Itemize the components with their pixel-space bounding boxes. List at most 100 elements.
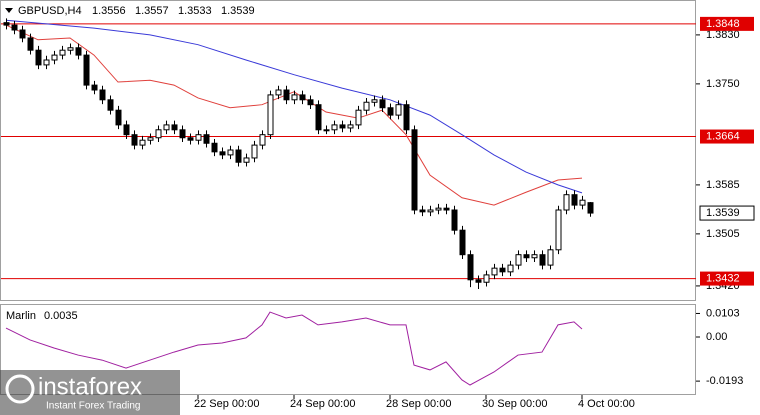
candle-body (347, 124, 354, 129)
candle-body (51, 54, 58, 61)
candle-body (131, 134, 138, 146)
candle-body (211, 142, 218, 153)
level-label-box (700, 271, 754, 286)
candle-body (307, 99, 314, 106)
candle-body (275, 89, 282, 96)
candle-body (67, 47, 74, 51)
candle-body (587, 202, 594, 214)
candle-body (243, 157, 250, 163)
candle-body (43, 59, 50, 66)
candle-body (371, 99, 378, 103)
candle-body (483, 274, 490, 283)
candle-body (107, 99, 114, 111)
candle-body (427, 209, 434, 213)
candle-body (475, 279, 482, 283)
candle-body (435, 207, 442, 211)
watermark-brand: instaforex (38, 373, 142, 400)
indicator-value: 0.0035 (44, 310, 78, 322)
header-close: 1.3539 (221, 5, 255, 17)
candle-body (203, 134, 210, 144)
candle-body (139, 139, 146, 146)
indicator-line (5, 311, 583, 386)
y-tick-label: 0.0103 (706, 307, 740, 319)
level-label: 1.3848 (706, 18, 740, 30)
candle-body (267, 94, 274, 136)
x-tick-label: 28 Sep 00:00 (386, 398, 451, 410)
candle-body (227, 149, 234, 156)
header-high: 1.3557 (135, 5, 169, 17)
candle-body (259, 134, 266, 146)
candle-body (195, 134, 202, 141)
candle-body (83, 54, 90, 86)
watermark-tagline: Instant Forex Trading (46, 401, 141, 412)
candle-body (515, 254, 522, 266)
candle-body (451, 209, 458, 231)
candle-body (171, 124, 178, 131)
watermark-logo (5, 374, 35, 404)
candle-body (219, 151, 226, 156)
x-tick-label: 4 Oct 00:00 (578, 398, 635, 410)
candle-body (27, 37, 34, 51)
candle-body (315, 104, 322, 131)
candle-body (115, 109, 122, 126)
candle-body (507, 264, 514, 273)
candle-body (19, 29, 26, 39)
moving-average (5, 19, 583, 194)
candle-body (491, 267, 498, 276)
candle-body (355, 109, 362, 126)
candle-body (123, 124, 130, 136)
x-tick-label: 30 Sep 00:00 (482, 398, 547, 410)
x-tick-label: 24 Sep 00:00 (290, 398, 355, 410)
indicator-name: Marlin (6, 310, 36, 322)
candle-body (235, 149, 242, 163)
header-low: 1.3533 (178, 5, 212, 17)
candle-body (459, 229, 466, 256)
main-panel (0, 0, 696, 301)
candle-body (443, 207, 450, 211)
y-tick-label: 1.3750 (706, 78, 740, 90)
candle-body (467, 254, 474, 281)
candle-body (411, 129, 418, 211)
y-tick-label: 0.00 (706, 331, 727, 343)
candle-body (363, 101, 370, 111)
candle-body (251, 144, 258, 159)
x-tick-label: 22 Sep 00:00 (194, 398, 259, 410)
candle-body (331, 124, 338, 131)
last-price-box (699, 205, 755, 221)
candle-body (147, 137, 154, 141)
level-label: 1.3432 (706, 272, 740, 284)
candle-body (571, 194, 578, 206)
candle-body (299, 94, 306, 101)
candle-body (339, 124, 346, 129)
candle-body (539, 254, 546, 266)
candle-body (579, 199, 586, 206)
candle-body (403, 104, 410, 131)
candle-body (563, 194, 570, 211)
symbol-title: GBPUSD,H4 (18, 5, 82, 17)
candle-body (163, 124, 170, 131)
candle-body (99, 89, 106, 101)
header-open: 1.3556 (92, 5, 126, 17)
candle-body (11, 24, 18, 31)
watermark-bg (0, 370, 180, 415)
candle-body (283, 89, 290, 101)
y-tick-label: 1.3505 (706, 228, 740, 240)
candle-body (291, 94, 298, 101)
candle-body (379, 99, 386, 109)
candle-body (179, 129, 186, 139)
level-label: 1.3664 (706, 130, 740, 142)
level-label-box (700, 16, 754, 31)
candle-body (531, 254, 538, 259)
candle-body (395, 104, 402, 116)
candle-body (523, 254, 530, 259)
candle-body (155, 129, 162, 139)
candle-body (59, 49, 66, 56)
candle-body (3, 22, 10, 26)
candle-body (499, 267, 506, 273)
candle-body (75, 47, 82, 56)
y-tick-label: -0.0193 (706, 375, 743, 387)
y-tick-label: 1.3585 (706, 179, 740, 191)
indicator-panel (0, 304, 696, 395)
